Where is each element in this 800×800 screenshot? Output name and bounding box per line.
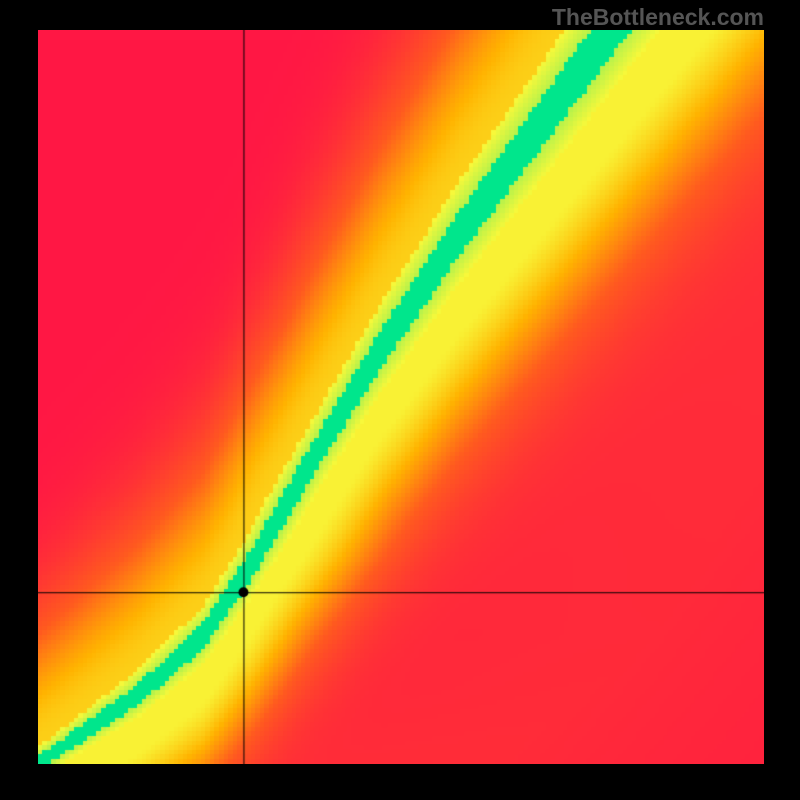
bottleneck-heatmap — [38, 30, 764, 764]
watermark-text: TheBottleneck.com — [552, 4, 764, 31]
